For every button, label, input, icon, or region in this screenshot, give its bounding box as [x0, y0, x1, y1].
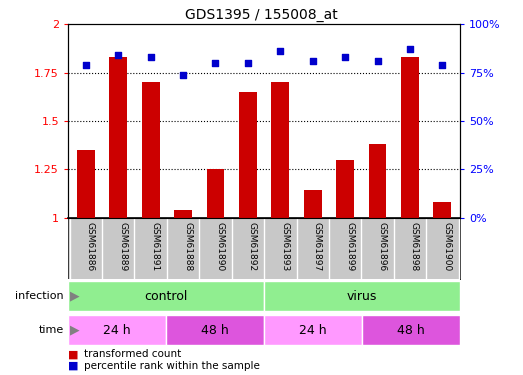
- Point: [244, 60, 252, 66]
- Point: [373, 58, 382, 64]
- Text: GSM61889: GSM61889: [118, 222, 127, 272]
- Bar: [264, 281, 460, 311]
- Bar: [142, 82, 160, 218]
- Point: [406, 46, 414, 53]
- Bar: [68, 315, 166, 345]
- Bar: [109, 57, 127, 217]
- Text: ▶: ▶: [70, 290, 79, 303]
- Bar: [434, 202, 451, 217]
- Point: [179, 72, 187, 78]
- Text: GSM61891: GSM61891: [151, 222, 160, 272]
- Point: [82, 62, 90, 68]
- Text: ▶: ▶: [70, 324, 79, 336]
- Text: 48 h: 48 h: [397, 324, 425, 336]
- Bar: [401, 57, 419, 217]
- Text: time: time: [39, 325, 64, 335]
- Bar: [271, 82, 289, 218]
- Text: GSM61899: GSM61899: [345, 222, 354, 272]
- Bar: [239, 92, 257, 218]
- Bar: [264, 315, 362, 345]
- Text: GSM61892: GSM61892: [248, 222, 257, 272]
- Point: [276, 48, 285, 54]
- Bar: [77, 150, 95, 217]
- Point: [309, 58, 317, 64]
- Bar: [362, 315, 460, 345]
- Text: virus: virus: [347, 290, 378, 303]
- Text: GSM61886: GSM61886: [86, 222, 95, 272]
- Text: infection: infection: [16, 291, 64, 301]
- Text: ■: ■: [68, 350, 78, 359]
- Text: control: control: [144, 290, 188, 303]
- Text: GSM61893: GSM61893: [280, 222, 289, 272]
- Point: [114, 52, 122, 58]
- Text: 48 h: 48 h: [201, 324, 229, 336]
- Bar: [68, 281, 264, 311]
- Point: [146, 54, 155, 60]
- Text: ■: ■: [68, 361, 78, 370]
- Bar: [207, 169, 224, 217]
- Text: 24 h: 24 h: [299, 324, 327, 336]
- Text: GSM61888: GSM61888: [183, 222, 192, 272]
- Text: GSM61890: GSM61890: [215, 222, 224, 272]
- Text: GSM61898: GSM61898: [410, 222, 419, 272]
- Text: 24 h: 24 h: [103, 324, 131, 336]
- Text: GSM61896: GSM61896: [378, 222, 386, 272]
- Text: GSM61900: GSM61900: [442, 222, 451, 272]
- Point: [211, 60, 220, 66]
- Bar: [369, 144, 386, 218]
- Bar: [166, 315, 264, 345]
- Point: [438, 62, 447, 68]
- Text: GSM61897: GSM61897: [313, 222, 322, 272]
- Text: GDS1395 / 155008_at: GDS1395 / 155008_at: [185, 8, 338, 21]
- Point: [341, 54, 349, 60]
- Bar: [174, 210, 192, 218]
- Text: percentile rank within the sample: percentile rank within the sample: [84, 361, 259, 370]
- Bar: [336, 160, 354, 218]
- Bar: [304, 190, 322, 217]
- Text: transformed count: transformed count: [84, 350, 181, 359]
